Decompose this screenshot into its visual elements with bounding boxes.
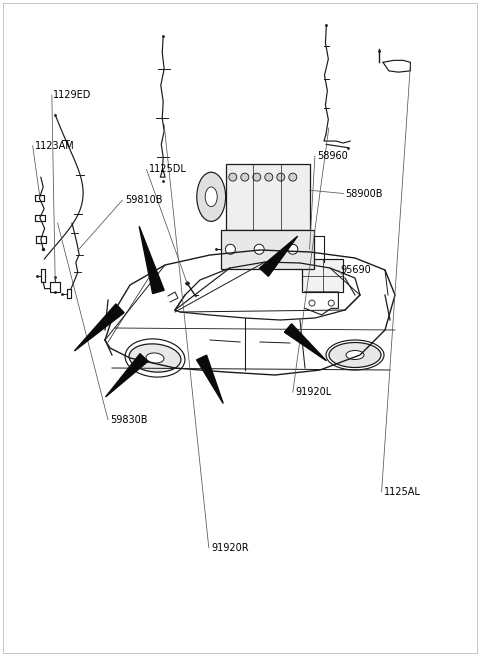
- Text: 91920L: 91920L: [295, 387, 332, 398]
- Ellipse shape: [329, 342, 381, 367]
- Text: 95690: 95690: [341, 265, 372, 276]
- Circle shape: [226, 244, 235, 255]
- Text: 1129ED: 1129ED: [53, 90, 91, 100]
- Polygon shape: [285, 324, 326, 361]
- Circle shape: [277, 173, 285, 181]
- Polygon shape: [139, 226, 164, 294]
- Ellipse shape: [346, 350, 364, 359]
- Circle shape: [309, 300, 315, 306]
- Circle shape: [253, 173, 261, 181]
- Polygon shape: [197, 355, 223, 403]
- Polygon shape: [106, 354, 148, 397]
- Text: 59810B: 59810B: [125, 195, 162, 205]
- Ellipse shape: [129, 344, 181, 372]
- Ellipse shape: [205, 187, 217, 207]
- Bar: [302, 259, 343, 292]
- Bar: [226, 164, 310, 230]
- Polygon shape: [260, 236, 298, 276]
- Text: 58960: 58960: [317, 151, 348, 161]
- Circle shape: [328, 300, 334, 306]
- Text: 59830B: 59830B: [110, 415, 148, 425]
- Circle shape: [265, 173, 273, 181]
- Bar: [221, 230, 314, 269]
- Text: 1123AM: 1123AM: [35, 140, 74, 151]
- Circle shape: [254, 244, 264, 255]
- Text: 91920R: 91920R: [211, 543, 249, 553]
- Text: 1125DL: 1125DL: [149, 164, 187, 174]
- Circle shape: [289, 173, 297, 181]
- Text: 1125AL: 1125AL: [384, 487, 421, 497]
- Circle shape: [229, 173, 237, 181]
- Circle shape: [241, 173, 249, 181]
- Ellipse shape: [146, 353, 164, 363]
- Circle shape: [288, 244, 298, 255]
- Polygon shape: [74, 304, 124, 351]
- Ellipse shape: [197, 172, 226, 221]
- Text: 58900B: 58900B: [346, 188, 383, 199]
